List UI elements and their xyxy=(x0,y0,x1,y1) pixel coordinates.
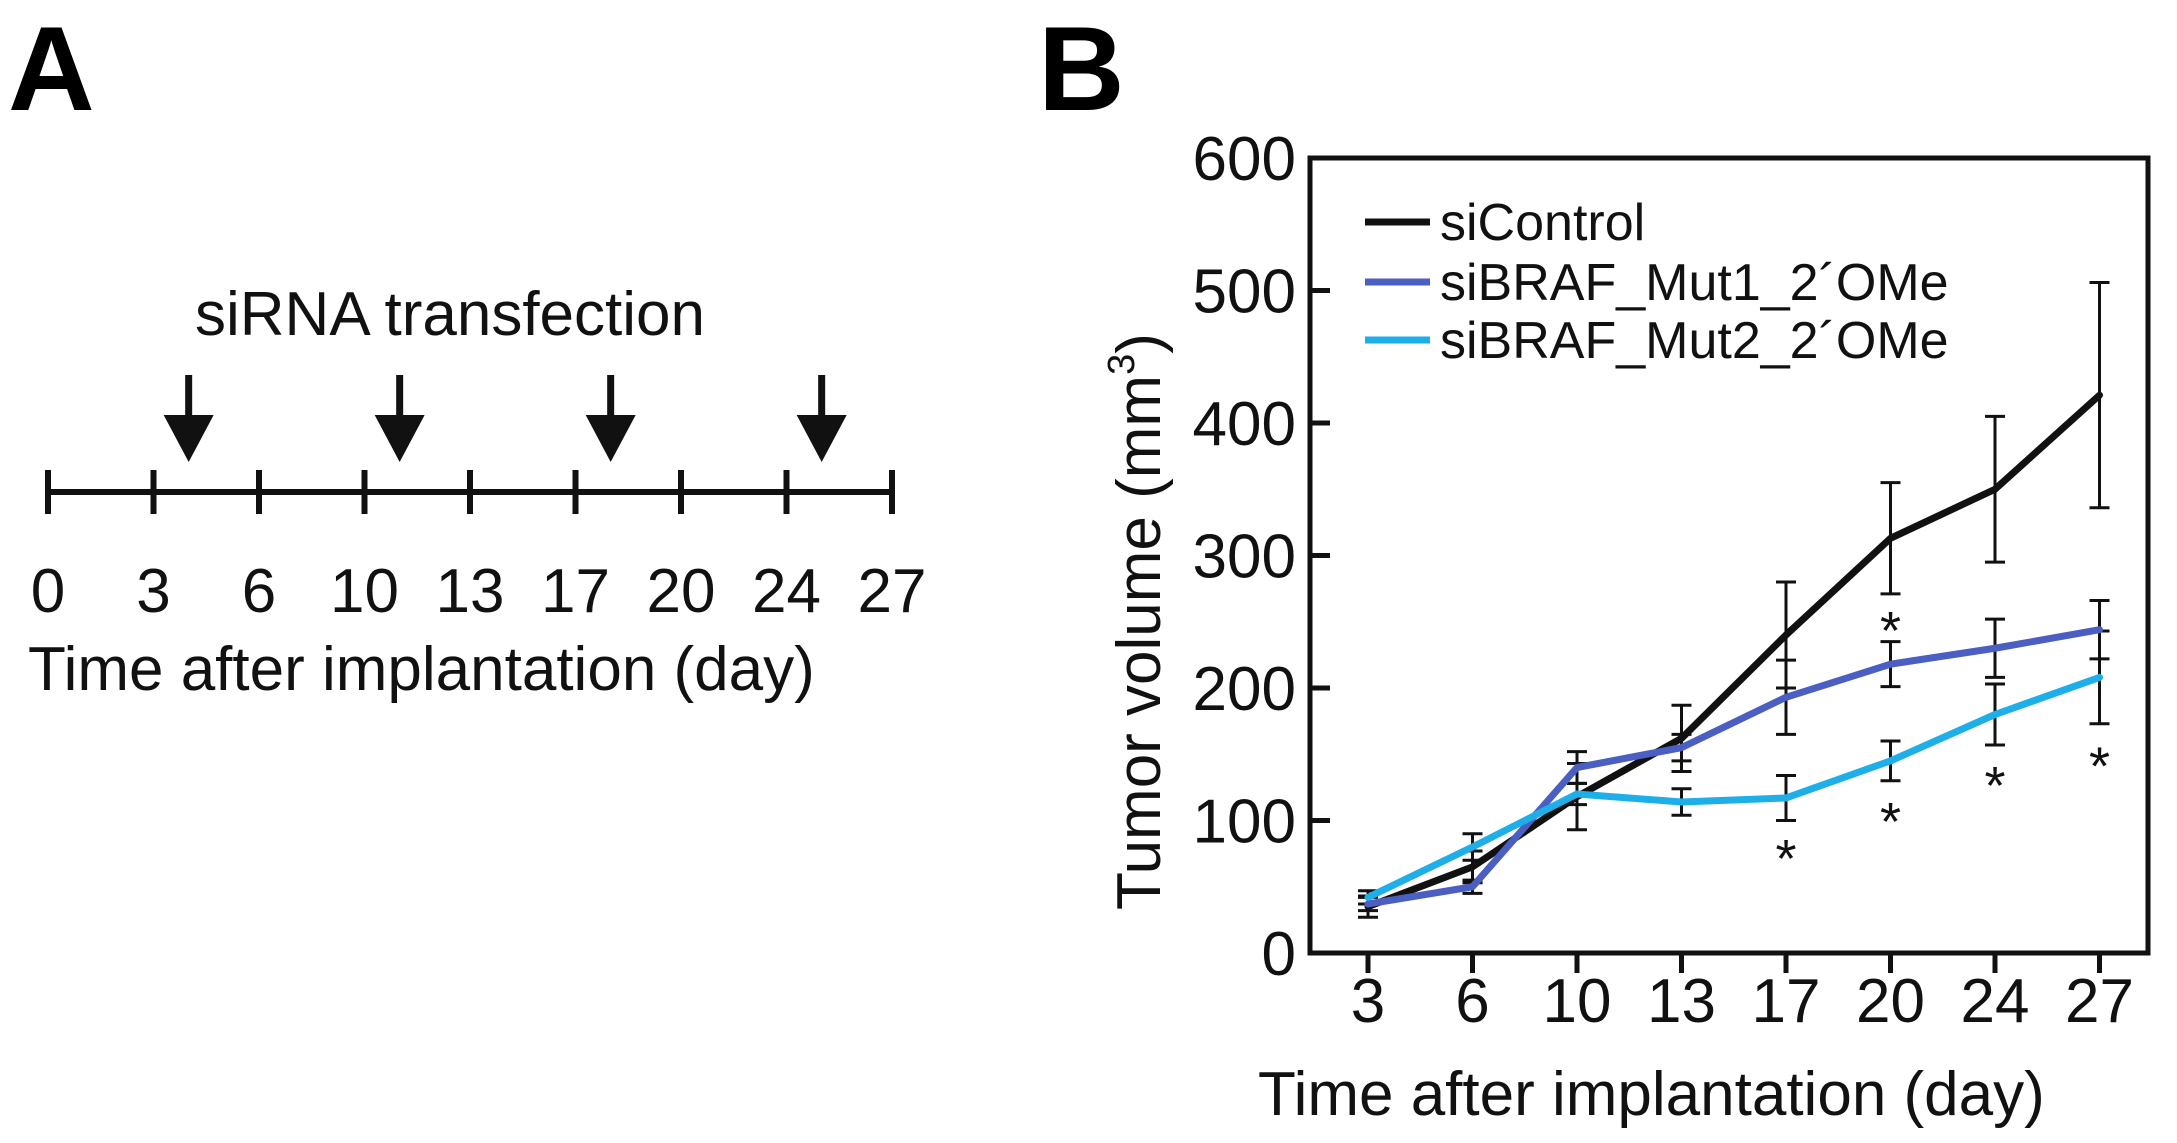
timeline-tick-label: 10 xyxy=(330,557,399,626)
legend-label-mut1: siBRAF_Mut1_2´OMe xyxy=(1440,254,1949,312)
legend-label-sicontrol: siControl xyxy=(1440,194,1645,252)
panel-b-letter: B xyxy=(1038,2,1125,136)
panel-a-xlabel: Time after implantation (day) xyxy=(28,635,815,704)
x-tick-label: 24 xyxy=(1961,967,2030,1036)
chart-ylabel-close: ) xyxy=(1105,333,1174,354)
y-tick-label: 400 xyxy=(1193,390,1296,459)
chart-ylabel: Tumor volume (mm3) xyxy=(1101,333,1174,910)
series-line xyxy=(1364,626,2103,908)
legend: siControl siBRAF_Mut1_2´OMe siBRAF_Mut2_… xyxy=(1365,194,1949,370)
timeline-tick-label: 6 xyxy=(242,557,276,626)
transfection-arrow-head xyxy=(374,415,425,462)
timeline-tick-label: 13 xyxy=(436,557,505,626)
x-tick-label: 3 xyxy=(1351,967,1385,1036)
significance-star: * xyxy=(1880,601,1901,661)
legend-label-mut2: siBRAF_Mut2_2´OMe xyxy=(1440,312,1949,370)
series-line xyxy=(1364,673,2103,901)
x-tick-label: 10 xyxy=(1543,967,1612,1036)
x-tick-label: 13 xyxy=(1647,967,1716,1036)
series-line xyxy=(1364,391,2103,911)
transfection-arrow-head xyxy=(163,415,214,462)
chart-ylabel-main: Tumor volume (mm xyxy=(1105,375,1174,910)
y-tick-label: 300 xyxy=(1193,523,1296,592)
timeline: 0 3 6 10 13 17 20 24 27 xyxy=(31,375,927,626)
timeline-tick-label: 0 xyxy=(31,557,65,626)
timeline-tick-label: 27 xyxy=(858,557,927,626)
x-tick-label: 17 xyxy=(1752,967,1821,1036)
y-tick-label: 0 xyxy=(1262,920,1296,989)
x-tick-label: 27 xyxy=(2065,967,2134,1036)
panel-a-letter: A xyxy=(8,2,95,136)
y-tick-label: 200 xyxy=(1193,655,1296,724)
timeline-tick-label: 3 xyxy=(136,557,170,626)
x-tick-label: 20 xyxy=(1856,967,1925,1036)
timeline-tick-label: 20 xyxy=(647,557,716,626)
x-tick-label: 6 xyxy=(1455,967,1489,1036)
chart-ylabel-superscript: 3 xyxy=(1101,354,1143,375)
significance-star: * xyxy=(1880,792,1901,852)
panel-a-title: siRNA transfection xyxy=(195,280,705,349)
timeline-tick-label: 24 xyxy=(752,557,821,626)
y-tick-label: 100 xyxy=(1193,788,1296,857)
timeline-tick-label: 17 xyxy=(541,557,610,626)
transfection-arrow-head xyxy=(796,415,847,462)
transfection-arrow-head xyxy=(585,415,636,462)
chart-xlabel: Time after implantation (day) xyxy=(1258,1060,2045,1129)
y-tick-label: 600 xyxy=(1193,125,1296,194)
chart-b: 0 100 200 300 400 500 600 3 6 10 13 17 20 24 27 * * * * * xyxy=(1193,125,2151,1036)
y-tick-label: 500 xyxy=(1193,258,1296,327)
significance-star: * xyxy=(1775,829,1796,889)
significance-star: * xyxy=(1984,756,2005,816)
significance-star: * xyxy=(2089,736,2110,796)
